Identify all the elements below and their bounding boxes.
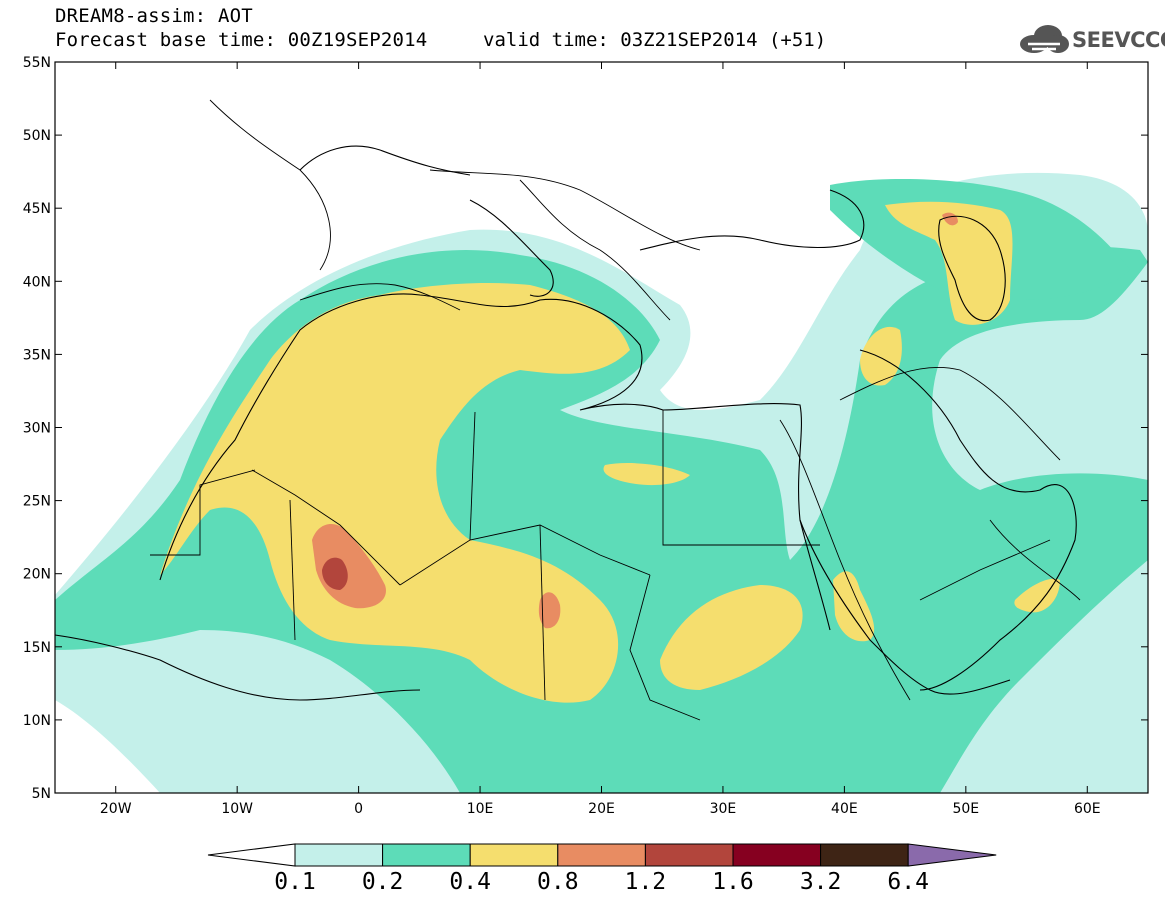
y-tick-label: 45N: [23, 201, 51, 217]
y-tick-label: 55N: [23, 55, 51, 71]
x-tick-label: 40E: [831, 801, 858, 817]
x-tick-label: 50E: [952, 801, 979, 817]
colorbar-segment: [644, 843, 734, 867]
x-tick-label: 30E: [710, 801, 737, 817]
colorbar-label: 1.2: [624, 869, 667, 895]
seevccc-logo: SEEVCCC: [1018, 22, 1165, 58]
y-tick-label: 40N: [23, 274, 51, 290]
aot-contour-1.2-mali: [322, 557, 348, 590]
colorbar-label: 1.6: [712, 869, 754, 895]
y-tick-label: 5N: [32, 786, 51, 802]
x-axis: 20W 10W 0 10E 20E 30E 40E 50E 60E: [100, 62, 1101, 817]
colorbar-over-arrow: [907, 843, 997, 867]
y-axis: 55N 50N 45N 40N 35N 30N 25N 20N 15N 10N 5N: [23, 55, 1148, 802]
y-tick-label: 50N: [23, 128, 51, 144]
x-tick-label: 60E: [1074, 801, 1101, 817]
cloud-logo-icon: [1020, 25, 1069, 53]
colorbar-segment: [732, 843, 822, 867]
forecast-base-time: Forecast base time: 00Z19SEP2014: [55, 29, 428, 51]
aot-contour-0.4-sudan: [660, 585, 803, 690]
y-tick-label: 35N: [23, 347, 51, 363]
coastlines: [54, 145, 1077, 701]
colorbar-segment: [469, 843, 559, 867]
colorbar-segment: [557, 843, 646, 867]
logo-text: SEEVCCC: [1072, 28, 1165, 52]
colorbar-segment: [382, 843, 471, 867]
y-tick-label: 10N: [23, 713, 51, 729]
colorbar: [207, 843, 997, 867]
country-borders: [150, 99, 1081, 721]
valid-time: valid time: 03Z21SEP2014 (+51): [483, 29, 827, 51]
colorbar-label: 0.8: [537, 869, 579, 895]
colorbar-label: 0.4: [449, 869, 491, 895]
x-tick-label: 20W: [100, 801, 132, 817]
colorbar-label: 3.2: [799, 869, 842, 895]
aot-contour-0.8-chad: [538, 592, 561, 629]
y-tick-label: 25N: [23, 494, 51, 510]
x-tick-label: 10W: [221, 801, 253, 817]
x-tick-label: 0: [354, 801, 363, 817]
colorbar-label: 0.2: [361, 869, 404, 895]
aot-contour-0.4-redsea: [833, 571, 875, 642]
y-tick-label: 30N: [23, 421, 51, 437]
aot-contour-0.4-iraq: [860, 326, 902, 386]
colorbar-label: 0.1: [274, 869, 316, 895]
x-tick-label: 20E: [588, 801, 615, 817]
aot-contour-0.4-caspian: [885, 201, 1013, 325]
aot-contour-0.4-sahara: [160, 283, 630, 703]
map-title: DREAM8-assim: AOT: [55, 5, 253, 27]
y-tick-label: 20N: [23, 567, 51, 583]
colorbar-label: 6.4: [887, 869, 929, 895]
aot-fields: [55, 172, 1148, 793]
aot-contour-0.4-libya: [603, 463, 690, 486]
y-tick-label: 15N: [23, 640, 51, 656]
colorbar-segment: [294, 843, 384, 867]
aot-contour-0.4-oman: [1014, 578, 1060, 613]
colorbar-under-arrow: [207, 843, 296, 867]
colorbar-segment: [820, 843, 909, 867]
x-tick-label: 10E: [467, 801, 494, 817]
